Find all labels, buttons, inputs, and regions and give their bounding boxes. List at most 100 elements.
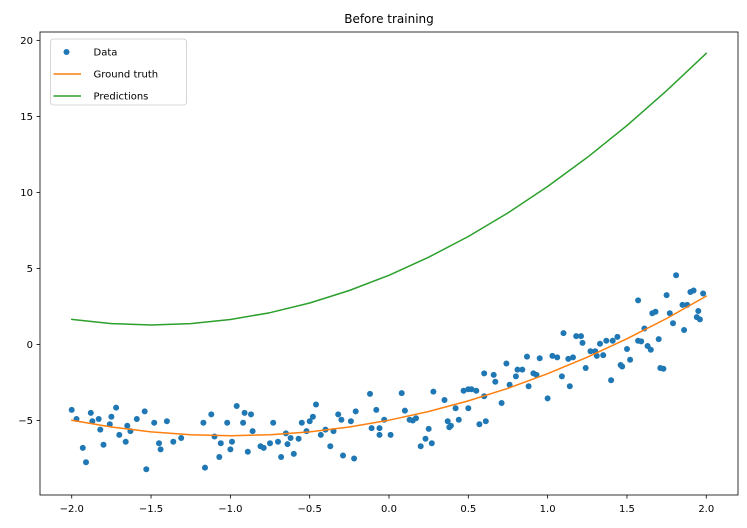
data-point [151, 419, 158, 426]
data-point [666, 310, 673, 317]
data-point [582, 365, 589, 371]
data-point [141, 408, 148, 415]
data-point [600, 352, 607, 359]
legend-marker-icon [63, 49, 70, 55]
x-tick-label: 2.0 [698, 504, 714, 515]
chart-series [68, 52, 708, 473]
data-point [347, 418, 354, 425]
data-point [593, 352, 600, 359]
legend-box [50, 38, 187, 106]
data-point [413, 415, 419, 422]
data-point [260, 444, 267, 451]
data-point [275, 438, 281, 445]
data-point [217, 440, 224, 447]
y-tick-label: 5 [27, 264, 33, 275]
data-point [444, 418, 451, 425]
data-point [525, 383, 532, 390]
data-point [200, 419, 207, 426]
data-point [681, 327, 688, 333]
y-tick-label: −5 [18, 416, 33, 427]
data-point [68, 406, 75, 413]
series-predictions-line [70, 52, 708, 326]
legend-label: Data [94, 48, 118, 59]
data-point [603, 337, 610, 344]
data-point [690, 287, 697, 294]
data-point [278, 454, 285, 460]
data-point [514, 366, 521, 373]
data-point [95, 416, 102, 422]
data-point [700, 290, 707, 297]
data-point [430, 388, 437, 395]
axes-spines [39, 31, 739, 496]
data-point [352, 408, 359, 415]
data-point [376, 431, 383, 438]
data-point [554, 354, 561, 361]
x-tick-label: −1.5 [139, 504, 163, 515]
data-point [229, 438, 235, 445]
series-data-scatter [68, 272, 707, 473]
data-point [679, 301, 686, 308]
data-point [227, 446, 234, 453]
data-point [208, 411, 215, 418]
data-point [524, 353, 530, 360]
data-point [367, 390, 373, 397]
data-point [401, 407, 408, 414]
data-point [143, 466, 150, 473]
data-point [441, 397, 448, 403]
data-point [468, 386, 475, 393]
data-point [536, 355, 543, 362]
y-tick-label: 20 [20, 36, 33, 47]
data-point [340, 452, 346, 459]
data-point [624, 346, 630, 352]
data-point [638, 338, 645, 345]
data-point [652, 308, 659, 315]
data-point [244, 448, 251, 455]
data-point [163, 418, 170, 425]
axis-ticks: −2.0 −1.5 −1.0 −0.5 0.0 0.5 1.0 1.5 2.0 −5 0 5 10 15 2… [18, 36, 714, 515]
data-point [100, 441, 107, 448]
data-point [83, 459, 89, 466]
data-point [490, 371, 497, 378]
x-tick-label: 0.0 [381, 504, 397, 515]
data-point [635, 297, 642, 304]
data-point [663, 292, 670, 299]
x-tick-label: 0.5 [460, 504, 476, 515]
data-point [696, 316, 703, 323]
data-point [533, 371, 540, 378]
y-tick-label: 0 [27, 340, 33, 351]
legend-item-predictions: Predictions [53, 92, 149, 103]
data-point [248, 411, 254, 418]
legend-label: Predictions [94, 92, 149, 103]
data-point [373, 406, 380, 413]
data-point [157, 446, 164, 453]
data-point [465, 405, 472, 412]
data-point [609, 337, 616, 344]
chart-title: Before training [344, 12, 434, 26]
data-point [608, 377, 615, 384]
data-point [647, 346, 654, 353]
data-point [452, 405, 459, 412]
data-point [287, 435, 294, 441]
data-point [473, 387, 480, 394]
data-point [122, 438, 129, 445]
data-point [597, 340, 603, 347]
data-point [558, 373, 565, 380]
data-point [306, 418, 313, 425]
x-tick-label: −2.0 [60, 504, 84, 515]
data-point [614, 333, 621, 340]
x-tick-label: −1.0 [218, 504, 242, 515]
data-point [579, 339, 586, 346]
data-point [108, 413, 115, 420]
data-point [368, 425, 375, 432]
data-point [116, 431, 123, 438]
data-point [506, 381, 513, 388]
data-point [619, 363, 626, 370]
data-point [270, 419, 277, 426]
data-point [113, 404, 120, 411]
data-point [216, 454, 223, 460]
data-point [211, 433, 218, 440]
data-point [673, 272, 680, 279]
legend-item-data: Data [63, 48, 118, 59]
data-point [97, 426, 104, 433]
